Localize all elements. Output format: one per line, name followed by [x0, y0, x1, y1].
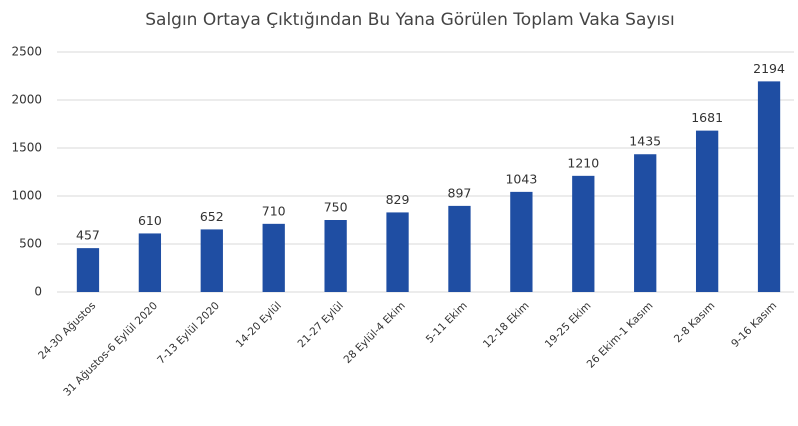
value-label: 750 — [324, 200, 348, 215]
y-tick-label: 0 — [34, 285, 42, 299]
value-label: 710 — [262, 203, 286, 218]
bar — [76, 248, 100, 292]
bar — [262, 223, 285, 292]
value-label: 1043 — [505, 171, 537, 186]
value-label: 652 — [200, 209, 224, 224]
y-tick-label: 1000 — [11, 189, 42, 203]
x-tick-label: 7-13 Eylül 2020 — [155, 300, 222, 367]
x-tick-label: 19-25 Ekim — [543, 300, 594, 351]
y-tick-label: 1500 — [11, 141, 42, 155]
bar — [386, 212, 409, 292]
bar — [695, 130, 719, 292]
bar — [757, 81, 781, 292]
bar — [448, 205, 471, 292]
x-tick-label: 21-27 Eylül — [296, 300, 346, 350]
x-tick-label: 5-11 Ekim — [424, 300, 470, 346]
chart-title: Salgın Ortaya Çıktığından Bu Yana Görüle… — [145, 10, 675, 30]
value-label: 829 — [386, 192, 410, 207]
x-tick-label: 9-16 Kasım — [729, 300, 779, 350]
bar — [572, 175, 595, 292]
bar — [200, 229, 223, 292]
x-tick-label: 26 Ekim-1 Kasım — [585, 300, 656, 371]
value-label: 457 — [76, 228, 100, 243]
y-tick-label: 2000 — [11, 93, 42, 107]
value-label: 2194 — [753, 61, 785, 76]
y-tick-label: 500 — [19, 237, 42, 251]
value-label: 610 — [138, 213, 162, 228]
value-label: 1210 — [567, 155, 599, 170]
bar — [510, 191, 533, 292]
x-tick-label: 28 Eylül-4 Ekim — [342, 300, 408, 366]
x-tick-label: 24-30 Ağustos — [36, 300, 98, 362]
bar — [324, 220, 347, 292]
value-label: 1435 — [629, 134, 661, 149]
value-label: 1681 — [691, 110, 723, 125]
bar — [138, 233, 162, 292]
value-label: 897 — [448, 185, 472, 200]
x-tick-label: 12-18 Ekim — [481, 300, 532, 351]
x-tick-label: 2-8 Kasım — [672, 300, 717, 345]
bar — [634, 154, 657, 292]
x-tick-label: 14-20 Eylül — [234, 300, 284, 350]
y-tick-label: 2500 — [11, 45, 42, 59]
